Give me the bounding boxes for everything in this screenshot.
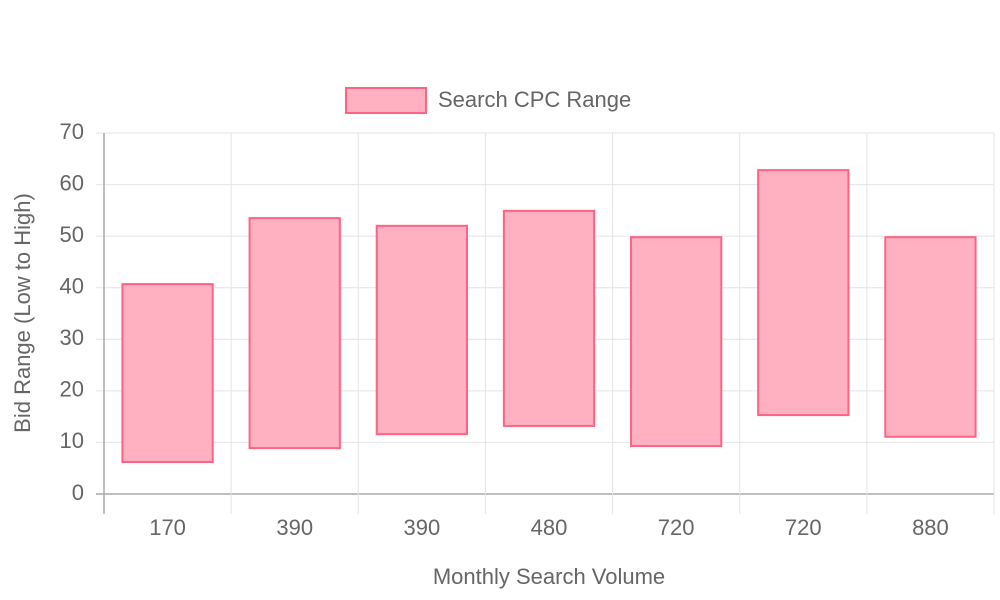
- legend-swatch: [345, 87, 427, 114]
- bar: [121, 283, 214, 464]
- bar: [630, 236, 723, 448]
- bar: [757, 169, 850, 417]
- x-tick-label: 720: [658, 515, 695, 540]
- bar: [884, 236, 977, 438]
- x-tick-label: 390: [276, 515, 313, 540]
- y-tick-label: 30: [60, 325, 84, 350]
- x-tick-label: 390: [403, 515, 440, 540]
- y-tick-label: 40: [60, 274, 84, 299]
- x-tick-label: 720: [785, 515, 822, 540]
- x-tick-label: 170: [149, 515, 186, 540]
- y-tick-label: 70: [60, 119, 84, 144]
- legend-label: Search CPC Range: [438, 87, 631, 112]
- bar: [248, 217, 341, 450]
- y-axis-title: Bid Range (Low to High): [10, 193, 35, 433]
- x-tick-label: 880: [912, 515, 949, 540]
- x-tick-label: 480: [531, 515, 568, 540]
- y-tick-label: 20: [60, 377, 84, 402]
- y-tick-label: 50: [60, 222, 84, 247]
- x-axis-title: Monthly Search Volume: [433, 564, 665, 589]
- y-tick-label: 10: [60, 428, 84, 453]
- y-tick-label: 60: [60, 170, 84, 195]
- y-tick-label: 0: [72, 480, 84, 505]
- bar: [375, 224, 468, 436]
- bar: [502, 209, 596, 427]
